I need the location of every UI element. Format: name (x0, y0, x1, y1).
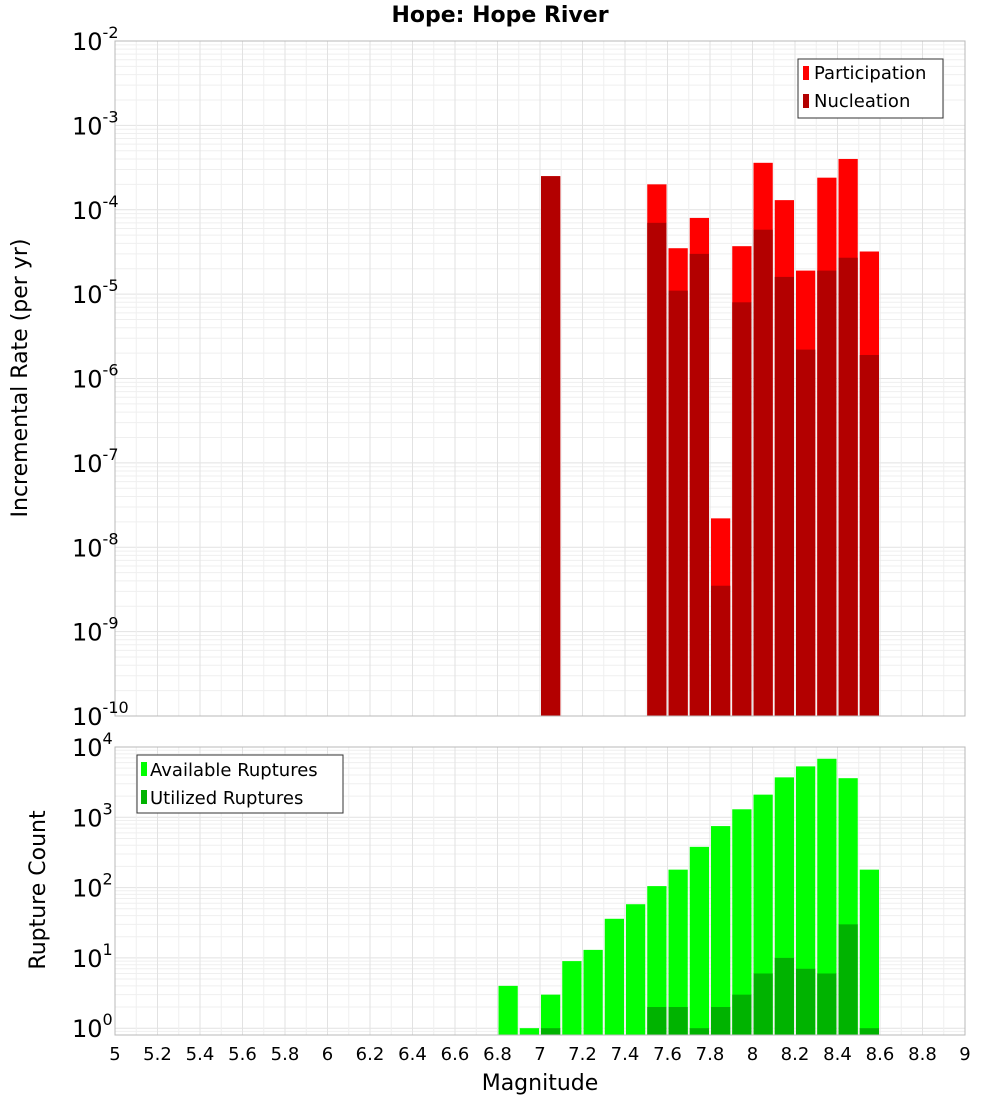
rupture-bar-available-ruptures (562, 961, 582, 1035)
top-y-axis-label: Incremental Rate (per yr) (8, 239, 33, 518)
x-tick-label: 6.8 (483, 1044, 512, 1065)
rate-bar-nucleation (774, 276, 794, 716)
legend-swatch-utilized (141, 790, 147, 804)
rate-bar-nucleation (689, 253, 709, 716)
rupture-bar-available-ruptures (541, 994, 561, 1035)
x-tick-label: 7.6 (653, 1044, 682, 1065)
legend-label-participation: Participation (814, 63, 926, 84)
rate-y-tick-label: 10-2 (72, 23, 119, 56)
rate-bar-nucleation (859, 354, 879, 716)
rupture-bar-available-ruptures (519, 1028, 539, 1035)
x-tick-label: 5.8 (271, 1044, 300, 1065)
legend-swatch-available (141, 762, 147, 776)
x-tick-label: 9 (959, 1044, 970, 1065)
rupture-bar-utilized-ruptures (541, 1028, 561, 1035)
rate-legend-box (797, 58, 944, 119)
x-tick-label: 8.4 (823, 1044, 852, 1065)
x-tick-label: 6.6 (441, 1044, 470, 1065)
legend-swatch-nucleation (803, 94, 809, 108)
x-tick-label: 8.8 (908, 1044, 937, 1065)
rupture-bar-available-ruptures (859, 869, 879, 1035)
x-tick-label: 7.8 (696, 1044, 725, 1065)
rupture-bar-utilized-ruptures (689, 1028, 709, 1035)
rate-plot-frame (114, 40, 966, 717)
x-tick-label: 5 (109, 1044, 120, 1065)
x-tick-label: 6 (322, 1044, 333, 1065)
rupture-y-tick-label: 103 (72, 799, 113, 832)
rupture-bar-available-ruptures (498, 985, 518, 1035)
rate-y-tick-label: 10-4 (72, 192, 119, 225)
rate-bar-nucleation (838, 257, 858, 716)
rate-bar-nucleation (647, 222, 667, 716)
legend-swatch-participation (803, 66, 809, 80)
rate-y-tick-label: 10-5 (72, 276, 119, 309)
rupture-plot-frame (114, 746, 966, 1036)
rate-y-tick-label: 10-7 (72, 445, 119, 478)
rate-legend: Participation Nucleation (797, 58, 944, 119)
x-tick-label: 8.2 (781, 1044, 810, 1065)
rate-y-tick-label: 10-6 (72, 361, 119, 394)
legend-label-available: Available Ruptures (150, 760, 318, 781)
rupture-bar-utilized-ruptures (753, 973, 773, 1035)
rupture-bar-available-ruptures (583, 949, 603, 1035)
rupture-bar-available-ruptures (796, 766, 816, 1035)
rupture-legend-box (136, 754, 344, 814)
rupture-bar-available-ruptures (689, 846, 709, 1035)
rate-bar-nucleation (732, 302, 752, 716)
x-tick-label: 7.2 (568, 1044, 597, 1065)
rupture-bar-utilized-ruptures (732, 994, 752, 1035)
x-tick-label: 8.6 (866, 1044, 895, 1065)
rate-bar-nucleation (753, 229, 773, 717)
legend-label-nucleation: Nucleation (814, 91, 910, 112)
rate-bar-nucleation (711, 585, 731, 716)
rate-plot: 10-10 10-9 10-8 10-7 10-6 10-5 10-4 10-3 10-2 (72, 23, 966, 731)
rupture-count-plot: 100 101 102 103 104 (72, 729, 966, 1043)
rupture-y-tick-label: 104 (72, 729, 113, 762)
x-axis-label: Magnitude (482, 1071, 599, 1096)
rupture-bar-available-ruptures (647, 886, 667, 1035)
rate-y-tick-label: 10-8 (72, 529, 119, 562)
rate-bar-nucleation (541, 176, 561, 716)
x-tick-label: 7 (534, 1044, 545, 1065)
rupture-bar-available-ruptures (711, 826, 731, 1035)
legend-label-utilized: Utilized Ruptures (150, 788, 303, 809)
rupture-bar-utilized-ruptures (668, 1007, 688, 1035)
x-tick-label: 5.6 (228, 1044, 257, 1065)
rupture-bar-utilized-ruptures (711, 1007, 731, 1035)
rate-bar-nucleation (817, 270, 837, 716)
bottom-y-axis-label: Rupture Count (26, 810, 51, 970)
x-tick-labels: 5 5.2 5.4 5.6 5.8 6 6.2 6.4 6.6 6.8 7 7.2 7.4 7.6 7.8 8… (109, 1044, 970, 1065)
rupture-bar-available-ruptures (668, 869, 688, 1035)
x-tick-label: 6.4 (398, 1044, 427, 1065)
rupture-bar-utilized-ruptures (838, 924, 858, 1035)
rupture-bar-available-ruptures (604, 918, 624, 1035)
rate-y-tick-label: 10-3 (72, 107, 119, 140)
x-tick-label: 7.4 (611, 1044, 640, 1065)
rupture-y-tick-label: 102 (72, 870, 113, 903)
chart-title: Hope: Hope River (391, 3, 608, 28)
rupture-bar-utilized-ruptures (796, 968, 816, 1035)
rate-bar-nucleation (796, 349, 816, 716)
rupture-y-tick-label: 101 (72, 940, 113, 973)
rate-y-tick-label: 10-9 (72, 614, 119, 647)
rupture-bar-available-ruptures (732, 809, 752, 1035)
x-tick-label: 5.2 (143, 1044, 172, 1065)
rupture-bar-utilized-ruptures (774, 957, 794, 1035)
x-tick-label: 5.4 (186, 1044, 215, 1065)
rupture-bar-utilized-ruptures (859, 1028, 879, 1035)
rupture-y-tick-label: 100 (72, 1010, 113, 1043)
rate-y-tick-label: 10-10 (72, 698, 129, 731)
x-tick-label: 6.2 (356, 1044, 385, 1065)
rupture-legend: Available Ruptures Utilized Ruptures (136, 754, 344, 814)
rupture-bar-available-ruptures (626, 904, 646, 1035)
x-tick-label: 8 (747, 1044, 758, 1065)
rate-bar-nucleation (668, 290, 688, 716)
rupture-bar-available-ruptures (817, 758, 837, 1035)
rupture-bar-utilized-ruptures (647, 1007, 667, 1035)
rupture-bar-utilized-ruptures (817, 973, 837, 1035)
